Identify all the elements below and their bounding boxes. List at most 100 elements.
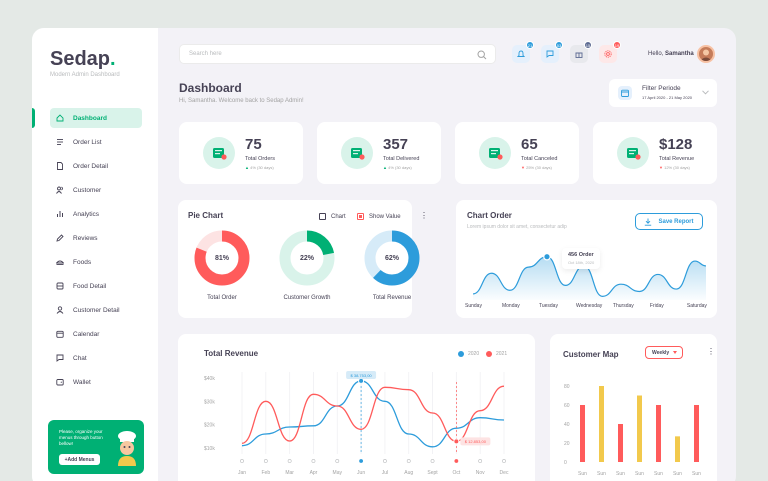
- y-tick-label: 40: [564, 422, 570, 428]
- tooltip-2020-value: $ 38.753,00: [351, 373, 373, 378]
- notification-badge: 15: [584, 41, 592, 49]
- pen-icon: [56, 234, 64, 242]
- sidebar-item-wallet[interactable]: Wallet: [50, 372, 142, 392]
- chart-checkbox[interactable]: Chart: [319, 213, 346, 220]
- x-tick-label: Sun: [616, 471, 625, 477]
- stat-label: Total Canceled: [521, 156, 558, 162]
- x-tick-dot: [383, 459, 387, 463]
- x-tick-dot: [478, 459, 483, 463]
- sidebar-item-calendar[interactable]: Calendar: [50, 324, 142, 344]
- x-tick-dot: [359, 459, 363, 463]
- calendar-icon: [618, 86, 632, 100]
- pie-chart-card: Pie Chart Chart Show Value ⋮ 81% Total Or…: [178, 200, 428, 318]
- x-tick-label: Sun: [673, 471, 682, 477]
- logo[interactable]: Sedap.: [50, 48, 116, 70]
- show-value-checkbox[interactable]: Show Value: [357, 213, 401, 220]
- map-bar: [580, 405, 585, 462]
- donut-value: 62%: [385, 255, 400, 262]
- x-tick-label: Oct: [452, 470, 460, 476]
- sidebar: Sedap. Modern Admin Dashboard Dashboard O…: [32, 28, 158, 481]
- wallet-icon: [56, 378, 64, 386]
- stat-card-total-delivered[interactable]: 357 Total Delivered ▲ 4% (30 days): [317, 122, 441, 184]
- more-options-icon[interactable]: ⋮: [420, 211, 428, 220]
- stat-card-total-canceled[interactable]: 65 Total Canceled ▼ 25% (30 days): [455, 122, 579, 184]
- avatar[interactable]: [697, 45, 715, 63]
- add-menus-button[interactable]: +Add Menus: [59, 454, 100, 465]
- delivered-box-icon: [341, 137, 373, 169]
- customer-map-plot: 80 60 40 20 0 Sun Sun Sun Sun Sun Sun Sun: [564, 384, 701, 477]
- page-subtitle: Hi, Samantha. Welcome back to Sedap Admi…: [179, 98, 304, 104]
- promo-card: Please, organize your menus through butt…: [48, 420, 144, 474]
- x-tick-label: Jun: [357, 470, 365, 476]
- weekly-dropdown[interactable]: Weekly: [645, 346, 683, 359]
- filter-periode-dropdown[interactable]: Filter Periode 17 April 2020 - 21 May 20…: [609, 79, 717, 107]
- donut-label: Customer Growth: [283, 295, 331, 301]
- chart-order-title: Chart Order: [467, 211, 512, 220]
- highlight-point-2020: [358, 377, 365, 384]
- more-options-icon[interactable]: ⋮: [707, 347, 715, 356]
- sidebar-item-reviews[interactable]: Reviews: [50, 228, 142, 248]
- x-tick-label: Feb: [262, 470, 271, 476]
- donut-value: 81%: [215, 255, 230, 262]
- sidebar-nav: Dashboard Order List Order Detail Customer A…: [32, 108, 142, 396]
- x-tick-label: Sun: [692, 471, 701, 477]
- x-tick-label: Dec: [500, 470, 509, 476]
- stat-label: Total Delivered: [383, 156, 420, 162]
- customer-map-card: Customer Map ⋮ 80 60 40 20 0 Sun Sun Sun Sun Sun S…: [550, 334, 717, 481]
- revenue-line-2020: [241, 380, 505, 448]
- sidebar-item-order-list[interactable]: Order List: [50, 132, 142, 152]
- donut-customer-growth: 22%: [279, 230, 335, 286]
- donut-value: 22%: [300, 255, 315, 262]
- list-icon: [56, 138, 64, 146]
- chart-order-plot: [472, 252, 707, 300]
- stat-card-total-orders[interactable]: 75 Total Orders ▲ 4% (30 days): [179, 122, 303, 184]
- y-tick-label: $40k: [204, 376, 215, 382]
- gift-icon[interactable]: 15: [570, 41, 592, 63]
- sidebar-item-label: Customer Detail: [73, 306, 120, 314]
- stat-change: ▲ 4% (30 days): [245, 165, 274, 170]
- x-tick-label: May: [333, 470, 343, 476]
- donut-slice: [194, 230, 250, 286]
- y-tick-label: 20: [564, 441, 570, 447]
- chat-bubble-icon[interactable]: 53: [541, 41, 563, 63]
- sidebar-item-food-detail[interactable]: Food Detail: [50, 276, 142, 296]
- stat-card-total-revenue[interactable]: $128 Total Revenue ▼ 12% (30 days): [593, 122, 717, 184]
- sidebar-item-label: Order Detail: [73, 162, 109, 170]
- stat-value: 75: [245, 136, 262, 153]
- map-bar: [637, 395, 642, 462]
- x-tick-label: Mar: [285, 470, 294, 476]
- sidebar-item-order-detail[interactable]: Order Detail: [50, 156, 142, 176]
- sidebar-item-label: Customer: [73, 186, 102, 194]
- day-label: Wednesday: [575, 303, 603, 309]
- sidebar-item-label: Calendar: [73, 330, 100, 338]
- donut-slice: [279, 230, 335, 286]
- sidebar-item-foods[interactable]: Foods: [50, 252, 142, 272]
- tooltip-2021-value: $ 12.853,00: [465, 439, 487, 444]
- canceled-order-icon: [479, 137, 511, 169]
- x-tick-label: Nov: [476, 470, 485, 476]
- search-input[interactable]: Search here: [179, 44, 496, 64]
- x-tick-label: Jan: [238, 470, 246, 476]
- users-icon: [56, 186, 64, 194]
- map-bar: [599, 386, 604, 462]
- settings-icon[interactable]: 19: [599, 41, 621, 63]
- sidebar-item-chat[interactable]: Chat: [50, 348, 142, 368]
- app-frame: Sedap. Modern Admin Dashboard Dashboard O…: [32, 28, 736, 481]
- x-tick-label: Apr: [310, 470, 318, 476]
- sidebar-item-analytics[interactable]: Analytics: [50, 204, 142, 224]
- bell-icon[interactable]: 21: [512, 41, 534, 63]
- revenue-bag-icon: [617, 137, 649, 169]
- search-icon[interactable]: [477, 50, 487, 60]
- stat-value: $128: [659, 136, 693, 153]
- sidebar-item-customer[interactable]: Customer: [50, 180, 142, 200]
- save-report-button[interactable]: Save Report: [635, 213, 703, 230]
- sidebar-item-customer-detail[interactable]: Customer Detail: [50, 300, 142, 320]
- chevron-down-icon: [702, 90, 709, 95]
- revenue-line-2021: [241, 385, 505, 444]
- tooltip-2021-bg: [460, 437, 491, 446]
- map-bar: [618, 424, 623, 462]
- day-label: Thursday: [612, 303, 634, 309]
- sidebar-item-label: Analytics: [73, 210, 100, 218]
- sidebar-item-dashboard[interactable]: Dashboard: [32, 108, 142, 128]
- map-bar: [675, 436, 680, 462]
